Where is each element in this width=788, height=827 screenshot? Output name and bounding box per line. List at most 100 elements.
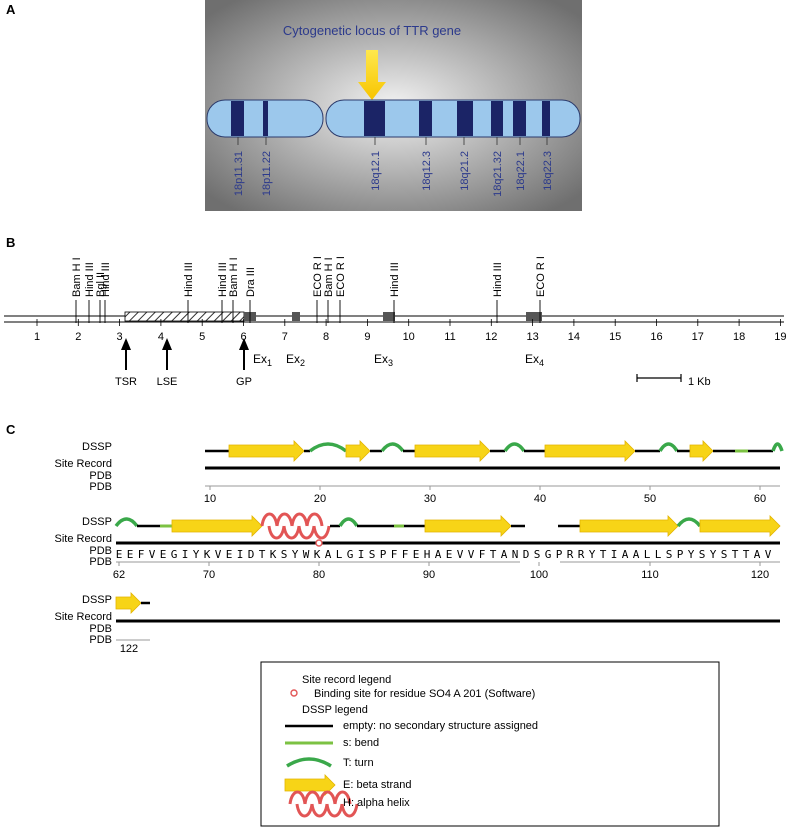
residue-letter: F xyxy=(391,548,398,561)
element-arrow-icon xyxy=(121,338,131,350)
beta-strand-arrow xyxy=(171,515,263,537)
legend-entry: T: turn xyxy=(343,757,374,769)
element-arrow-icon xyxy=(239,338,249,350)
locus-title: Cytogenetic locus of TTR gene xyxy=(283,23,461,38)
residue-number: 20 xyxy=(314,493,326,505)
legend: Site record legend Binding site for resid… xyxy=(284,674,538,818)
residue-letter: P xyxy=(380,548,387,561)
turn-symbol xyxy=(380,442,405,453)
kb-tick-label: 9 xyxy=(364,331,370,343)
residue-letter: K xyxy=(204,548,211,561)
kb-tick-label: 3 xyxy=(117,331,123,343)
track-label: DSSP xyxy=(82,516,112,528)
sequence-row-1: 10 20 30 40 50 60 xyxy=(204,440,784,505)
kb-axis: 1 2 3 4 5 6 7 8 9 10 11 12 13 14 15 16 17 18 19 xyxy=(34,319,787,343)
exon-label: Ex4 xyxy=(525,352,544,368)
kb-tick-label: 7 xyxy=(282,331,288,343)
turn-symbol xyxy=(286,757,332,768)
band-4 xyxy=(419,101,432,136)
site-label: Hind III xyxy=(217,262,229,297)
beta-strand-arrow xyxy=(345,440,371,462)
track-label: PDB xyxy=(89,470,112,482)
kb-tick-label: 6 xyxy=(240,331,246,343)
legend-entry: s: bend xyxy=(343,737,379,749)
element-label: GP xyxy=(236,376,252,388)
residue-letter: Y xyxy=(710,548,717,561)
legend-entry: E: beta strand xyxy=(343,779,412,791)
beta-strand-arrow xyxy=(544,440,636,462)
track-label: PDB xyxy=(89,634,112,646)
alpha-helix xyxy=(295,803,359,818)
residue-letter: E xyxy=(413,548,420,561)
residue-number: 60 xyxy=(754,493,766,505)
kb-tick-label: 17 xyxy=(692,331,704,343)
track-label: PDB xyxy=(89,623,112,635)
residue-letter: A xyxy=(633,548,640,561)
turn-symbol xyxy=(771,442,784,452)
track-label: Site Record xyxy=(55,611,112,623)
residue-letter: T xyxy=(490,548,497,561)
band-3 xyxy=(364,101,385,136)
kb-tick-label: 8 xyxy=(323,331,329,343)
residue-letter: L xyxy=(336,548,343,561)
kb-tick-label: 15 xyxy=(609,331,621,343)
site-label: Dra III xyxy=(245,267,257,297)
band-5 xyxy=(457,101,473,136)
exon-label: Ex1 xyxy=(253,352,272,368)
alpha-helix xyxy=(267,525,331,540)
kb-tick-label: 11 xyxy=(444,331,455,343)
band-8 xyxy=(542,101,550,136)
residue-number: 100 xyxy=(530,569,548,581)
track-label: PDB xyxy=(89,481,112,493)
residue-letter: Y xyxy=(292,548,299,561)
residue-letter: F xyxy=(479,548,486,561)
site-label: Bam H I xyxy=(71,257,83,297)
kb-tick-label: 13 xyxy=(526,331,538,343)
turn-symbol xyxy=(658,442,679,452)
site-label: Hind III xyxy=(492,262,504,297)
track-label: DSSP xyxy=(82,441,112,453)
residue-letter: G xyxy=(545,548,552,561)
panel-a-letter: A xyxy=(6,2,16,17)
kb-tick-label: 2 xyxy=(75,331,81,343)
site-label: Hind III xyxy=(100,262,112,297)
binding-site-marker-icon xyxy=(315,539,323,547)
residue-letter: E xyxy=(116,548,123,561)
exon-2 xyxy=(292,312,300,321)
scale-bar-label: 1 Kb xyxy=(688,376,711,388)
chromosome-bands xyxy=(231,101,550,136)
band-label: 18q22.1 xyxy=(515,151,527,191)
residue-letter: F xyxy=(138,548,145,561)
kb-tick-label: 5 xyxy=(199,331,205,343)
residue-letter: K xyxy=(314,548,321,561)
residue-letter: A xyxy=(325,548,332,561)
beta-strand-arrow xyxy=(115,592,142,614)
band-label: 18p11.22 xyxy=(261,151,273,196)
locus-arrow-icon xyxy=(358,50,386,100)
kb-tick-label: 16 xyxy=(650,331,662,343)
residue-letter: W xyxy=(303,548,310,561)
exon-3 xyxy=(383,312,395,321)
track-label: Site Record xyxy=(55,458,112,470)
residue-letter: Y xyxy=(589,548,596,561)
band-label: 18q12.1 xyxy=(370,151,382,191)
element-label: LSE xyxy=(157,376,178,388)
site-label: Bam H I xyxy=(228,257,240,297)
legend-entry: empty: no secondary structure assigned xyxy=(343,720,538,732)
site-label: ECO R I xyxy=(335,256,347,297)
turn-symbol xyxy=(676,517,702,528)
residue-number: 80 xyxy=(313,569,325,581)
residue-letter: S xyxy=(666,548,673,561)
band-label: 18q21.32 xyxy=(492,151,504,197)
turn-symbol xyxy=(503,442,526,453)
band-label: 18q21.2 xyxy=(459,151,471,191)
site-label: Bgl II xyxy=(95,272,107,297)
residue-number: 70 xyxy=(203,569,215,581)
band-7 xyxy=(513,101,526,136)
residue-letter: G xyxy=(171,548,178,561)
exon-labels: Ex1 Ex2 Ex3 Ex4 xyxy=(253,352,544,368)
